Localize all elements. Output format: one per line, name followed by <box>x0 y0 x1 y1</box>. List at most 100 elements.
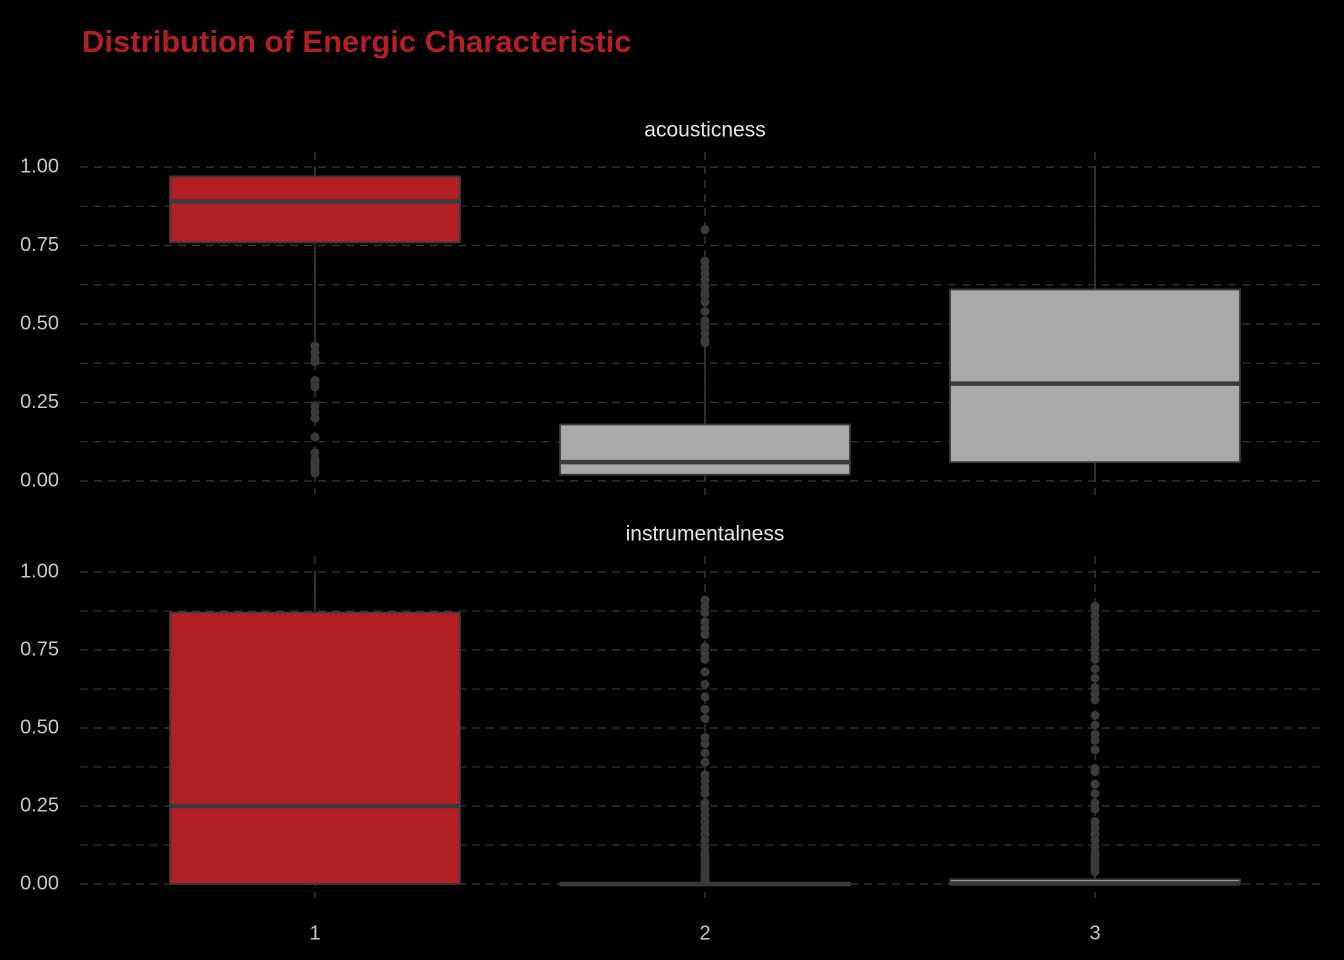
outlier-point <box>1090 817 1100 827</box>
outlier-point <box>700 256 710 266</box>
outlier-point <box>700 642 710 652</box>
y-tick-label: 0.50 <box>20 716 59 738</box>
outlier-point <box>1090 623 1100 633</box>
outlier-point <box>1090 654 1100 664</box>
outlier-point <box>1090 804 1100 814</box>
outlier-point <box>310 347 320 357</box>
outlier-point <box>310 357 320 367</box>
outlier-point <box>700 648 710 658</box>
box-instrumentalness-3 <box>949 601 1241 886</box>
outlier-point <box>1090 642 1100 652</box>
y-tick-label: 0.25 <box>20 391 59 413</box>
box-instrumentalness-1 <box>169 575 461 885</box>
box-iqr <box>169 611 461 885</box>
box-iqr <box>169 175 461 244</box>
outlier-point <box>1090 735 1100 745</box>
outlier-point <box>1090 779 1100 789</box>
outlier-point <box>700 601 710 611</box>
outlier-point <box>700 623 710 633</box>
outlier-point <box>700 739 710 749</box>
outlier-point <box>1090 689 1100 699</box>
outlier-point <box>700 692 710 702</box>
outlier-point <box>1090 720 1100 730</box>
labels-layer: acousticness 0.00 0.25 0.50 0.75 1.00 instrume… <box>20 119 1101 945</box>
box-instrumentalness-2 <box>559 595 851 887</box>
outlier-point <box>700 281 710 291</box>
facet-label: acousticness <box>644 119 765 142</box>
outlier-point <box>700 835 710 845</box>
outlier-point <box>1090 611 1100 621</box>
outlier-point <box>310 468 320 478</box>
outlier-point <box>310 413 320 423</box>
outlier-point <box>700 608 710 618</box>
outlier-point <box>700 316 710 326</box>
outlier-point <box>1090 648 1100 658</box>
outlier-point <box>1090 767 1100 777</box>
outlier-point <box>1090 835 1100 845</box>
outlier-point <box>700 804 710 814</box>
x-tick-label: 3 <box>1089 922 1100 944</box>
outlier-point <box>700 291 710 301</box>
outlier-point <box>700 798 710 808</box>
outlier-point <box>1090 617 1100 627</box>
y-tick-label: 0.75 <box>20 234 59 256</box>
y-tick-label: 0.00 <box>20 469 59 491</box>
outlier-point <box>700 817 710 827</box>
y-tick-label: 0.25 <box>20 794 59 816</box>
outlier-point <box>1090 829 1100 839</box>
outlier-point <box>1090 745 1100 755</box>
outlier-point <box>700 679 710 689</box>
outlier-point <box>1090 798 1100 808</box>
box-iqr <box>949 288 1241 464</box>
outlier-point <box>1090 682 1100 692</box>
outlier-point <box>700 704 710 714</box>
outlier-point <box>700 748 710 758</box>
y-tick-label: 0.00 <box>20 872 59 894</box>
outlier-point <box>700 770 710 780</box>
outlier-point <box>1090 629 1100 639</box>
y-tick-label: 0.50 <box>20 312 59 334</box>
y-tick-label: 0.75 <box>20 638 59 660</box>
outlier-point <box>700 757 710 767</box>
outlier-point <box>1090 695 1100 705</box>
outlier-point <box>1090 711 1100 721</box>
outlier-point <box>310 382 320 392</box>
outlier-point <box>700 789 710 799</box>
outlier-point <box>700 810 710 820</box>
outlier-point <box>700 829 710 839</box>
outlier-point <box>700 262 710 272</box>
outlier-point <box>700 322 710 332</box>
y-tick-label: 1.00 <box>20 560 59 582</box>
outlier-point <box>700 876 710 886</box>
box-acousticness-1 <box>169 167 461 478</box>
outlier-point <box>310 401 320 411</box>
outlier-point <box>1090 636 1100 646</box>
outlier-point <box>700 842 710 852</box>
outlier-point <box>1090 842 1100 852</box>
outlier-point <box>700 776 710 786</box>
boxes-layer <box>169 167 1241 887</box>
box-acousticness-2 <box>559 225 851 481</box>
outlier-point <box>700 629 710 639</box>
outlier-point <box>700 732 710 742</box>
outlier-point <box>700 667 710 677</box>
outlier-point <box>1090 823 1100 833</box>
outlier-point <box>1090 604 1100 614</box>
x-tick-label: 2 <box>699 922 710 944</box>
outlier-point <box>700 823 710 833</box>
outlier-point <box>700 595 710 605</box>
outlier-point <box>310 407 320 417</box>
outlier-point <box>1090 867 1100 877</box>
outlier-point <box>700 297 710 307</box>
outlier-point <box>310 341 320 351</box>
outlier-point <box>700 306 710 316</box>
outlier-point <box>700 714 710 724</box>
outlier-point <box>700 225 710 235</box>
outlier-point <box>1090 673 1100 683</box>
outlier-point <box>700 654 710 664</box>
outlier-point <box>1090 729 1100 739</box>
outlier-point <box>700 338 710 348</box>
outlier-point <box>700 328 710 338</box>
outlier-point <box>700 275 710 285</box>
